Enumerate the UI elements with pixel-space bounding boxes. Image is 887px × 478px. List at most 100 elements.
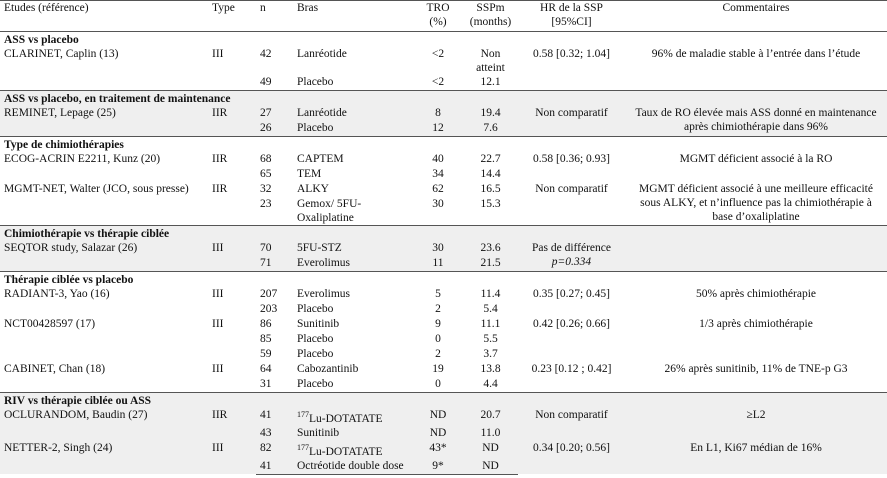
n-text: 203 [260,303,278,315]
ssp-cell: 14.4 [463,167,518,182]
tro-cell: <2 [413,75,463,91]
hr-cell: 0.34 [0.20; 0.56] [518,440,625,475]
n-text: 70 [260,242,272,254]
header-cell: HR de la SSP [95%CI] [518,0,625,32]
arm-text: Lanréotide [297,48,347,60]
n-cell: 207 [256,287,293,302]
type-cell: IIR [208,106,256,137]
arm-cell: Placebo [293,75,413,91]
section-title-text: Type de chimiothérapies [4,139,124,151]
comment-cell: Taux de RO élevée mais ASS donné en main… [625,106,887,137]
header-text: Type [212,2,235,14]
n-cell: 27 [256,106,293,121]
type-cell: IIR [208,182,256,226]
n-text: 27 [260,107,272,119]
data-row: 31 Placebo 0 4.4 [0,377,887,393]
type-text: IIR [212,183,228,195]
data-row: 23 Gemox/ 5FU-Oxaliplatine 30 15.3 [0,197,887,226]
study-text: REMINET, Lepage (25) [4,107,116,119]
n-cell: 26 [256,121,293,137]
study-text: OCLURANDOM, Baudin (27) [4,409,148,421]
data-row: 49 Placebo <2 12.1 [0,75,887,91]
section-title: ASS vs placebo, en traitement de mainten… [0,90,887,106]
comment-cell: MGMT déficient associé à une meilleure e… [625,182,887,226]
header-text: Etudes (référence) [4,2,89,14]
header-cell: Type [208,0,256,32]
comment-cell: MGMT déficient associé à la RO [625,152,887,182]
ssp-text: Non atteint [476,48,505,74]
n-cell: 85 [256,332,293,347]
comment-text: 96% de maladie stable à l’entrée dans l’… [651,48,861,60]
n-cell: 203 [256,302,293,317]
ssp-text: 13.8 [480,363,501,375]
hr-cell: Non comparatif [518,182,625,226]
section-title: RIV vs thérapie ciblée ou ASS [0,392,887,408]
type-text: IIR [212,107,228,119]
ssp-text: 16.5 [480,183,501,195]
tro-text: 8 [435,107,441,119]
superscript: 177 [297,410,309,419]
arm-cell: Sunitinib [293,317,413,332]
study-cell: ECOG-ACRIN E2211, Kunz (20) [0,152,208,182]
data-row: REMINET, Lepage (25) IIR 27 Lanréotide 8 19.4… [0,106,887,137]
study-cell: OCLURANDOM, Baudin (27) [0,408,208,441]
n-text: 68 [260,153,272,165]
n-text: 82 [260,441,272,454]
data-row: 85 Placebo 0 5.5 [0,332,887,347]
ssp-cell: Non atteint [463,47,518,75]
header-text: (months) [469,16,512,28]
arm-text: Lu-DOTATATE [309,412,383,425]
data-row: NETTER-2, Singh (24) III 82 177Lu-DOTATATE 4… [0,440,887,475]
ssp-cell: 11.0 [463,425,518,441]
hr-text: p=0.334 [551,256,592,268]
arm-text: Everolimus [297,257,351,269]
ssp-cell: 21.5 [463,256,518,272]
arm-cell: Sunitinib [293,425,413,441]
arm-cell: 177Lu-DOTATATE [293,408,413,426]
comment-cell [625,347,887,362]
n-cell: 70 [256,241,293,256]
tro-text: 62 [432,183,444,195]
data-row: ECOG-ACRIN E2211, Kunz (20) IIR 68 CAPTEM 40… [0,152,887,167]
header-text: [95%CI] [551,16,592,28]
n-text: 43 [260,426,272,439]
hr-text: 0.34 [0.20; 0.56] [533,441,610,454]
type-cell [208,347,256,362]
type-text: III [212,288,224,300]
ssp-cell: ND [463,440,518,459]
header-row: Etudes (référence) Type n Bras TRO (%) SSPm (mo… [0,0,887,32]
tro-cell: 30 [413,241,463,256]
tro-text: 9 [435,318,441,330]
data-row: CABINET, Chan (18) III 64 Cabozantinib 19 13.… [0,362,887,377]
ssp-text: 7.6 [483,122,498,134]
arm-cell: 177Lu-DOTATATE [293,440,413,459]
data-row: 41 Octréotide double dose 9* ND [0,458,887,475]
tro-cell: 43* [413,440,463,459]
study-cell: REMINET, Lepage (25) [0,106,208,137]
data-row: MGMT-NET, Walter (JCO, sous presse) IIR 32… [0,182,887,223]
arm-cell: Placebo [293,121,413,137]
header-cell: Etudes (référence) [0,0,208,32]
arm-cell: ALKY [293,182,413,197]
arm-cell: CAPTEM [293,152,413,167]
arm-text: TEM [297,168,322,180]
ssp-text: ND [482,459,499,472]
n-cell: 32 [256,182,293,197]
ssp-cell: 15.3 [463,197,518,226]
section-title: Type de chimiothérapies [0,136,887,152]
arm-text: CAPTEM [297,153,344,165]
header-text: SSPm [476,2,505,14]
section-title: Thérapie ciblée vs placebo [0,271,887,287]
tro-text: 19 [432,363,444,375]
comment-text: 50% après chimiothérapie [695,288,817,300]
arm-text: Everolimus [297,288,351,300]
comment-text: En L1, Ki67 médian de 16% [690,441,822,454]
n-cell: 41 [256,408,293,426]
arm-cell: Lanréotide [293,106,413,121]
hr-text: 0.23 [0.12 ; 0.42] [531,363,612,375]
tro-cell: <2 [413,47,463,75]
tro-text: <2 [431,76,445,88]
section-title-text: RIV vs thérapie ciblée ou ASS [4,395,152,407]
ssp-cell: 19.4 [463,106,518,121]
n-cell: 59 [256,347,293,362]
